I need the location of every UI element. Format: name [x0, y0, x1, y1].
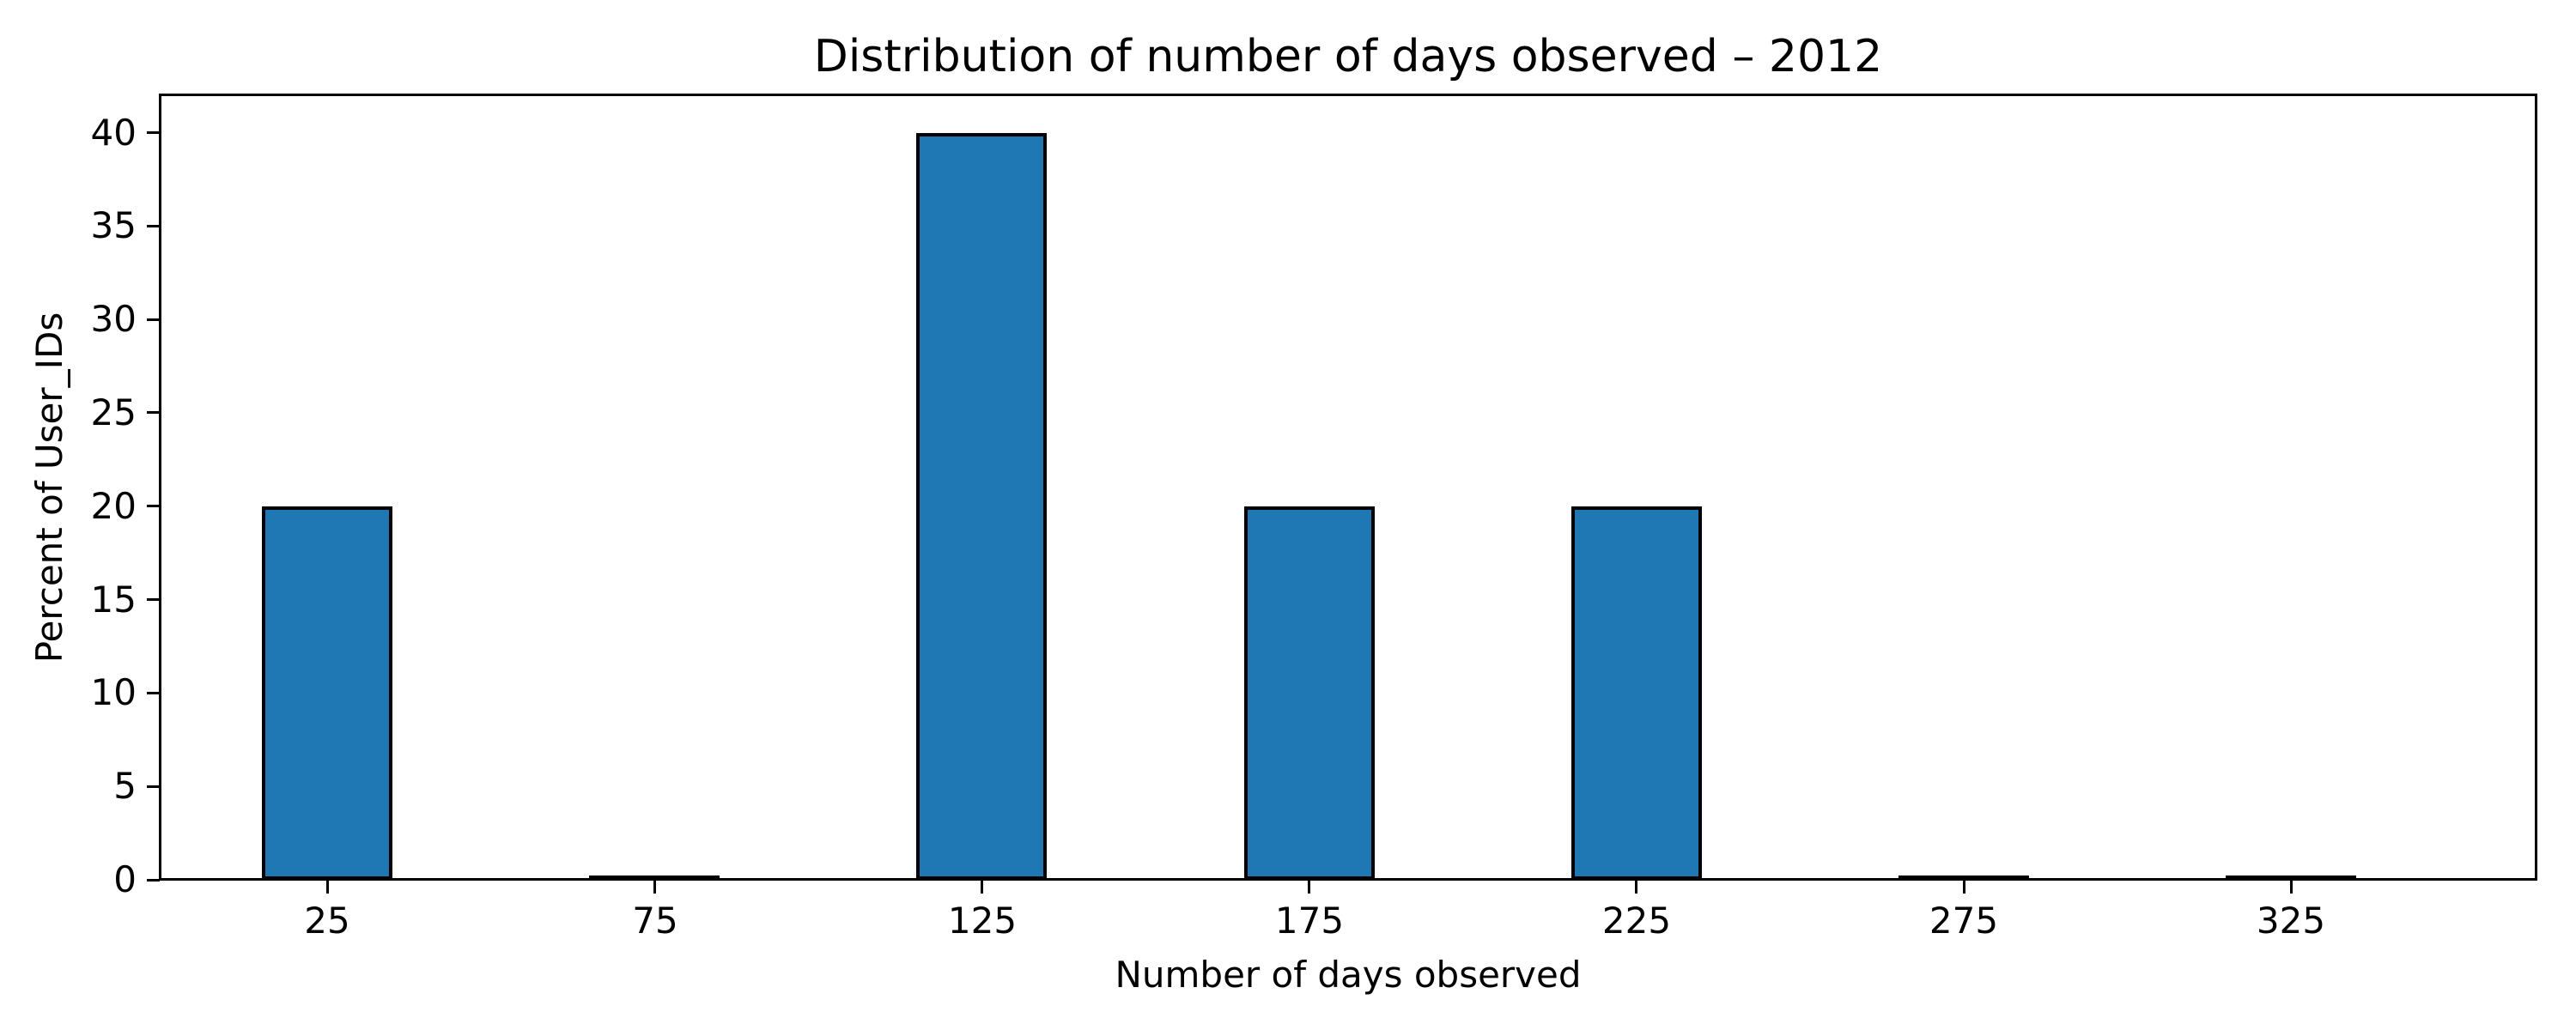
y-tick-label-5: 5 — [113, 765, 137, 807]
x-tick-label-275: 275 — [1929, 900, 1999, 942]
chart-title: Distribution of number of days observed … — [813, 31, 1883, 82]
y-tick-40 — [147, 131, 160, 134]
x-tick-225 — [1635, 881, 1637, 894]
x-tick-175 — [1308, 881, 1310, 894]
y-tick-15 — [147, 598, 160, 601]
y-tick-label-0: 0 — [113, 858, 137, 900]
y-tick-10 — [147, 692, 160, 694]
x-tick-label-325: 325 — [2256, 900, 2326, 942]
y-tick-label-25: 25 — [90, 391, 137, 433]
y-tick-label-15: 15 — [90, 579, 137, 621]
y-tick-25 — [147, 411, 160, 414]
y-tick-label-35: 35 — [90, 204, 137, 246]
bar-225 — [1571, 506, 1702, 880]
x-axis-label: Number of days observed — [1115, 954, 1582, 996]
y-tick-label-30: 30 — [90, 298, 137, 340]
x-tick-25 — [326, 881, 329, 894]
bar-325 — [2226, 876, 2356, 880]
x-tick-label-75: 75 — [632, 900, 678, 942]
bar-75 — [589, 876, 720, 880]
x-tick-label-125: 125 — [947, 900, 1018, 942]
y-tick-label-40: 40 — [90, 112, 137, 154]
y-tick-label-20: 20 — [90, 485, 137, 527]
bar-125 — [916, 133, 1047, 880]
x-tick-label-225: 225 — [1601, 900, 1672, 942]
x-tick-75 — [653, 881, 656, 894]
x-tick-275 — [1963, 881, 1965, 894]
y-axis-label: Percent of User_IDs — [28, 312, 70, 663]
x-tick-label-175: 175 — [1274, 900, 1345, 942]
bar-25 — [262, 506, 392, 880]
bar-275 — [1899, 876, 2029, 880]
bar-175 — [1244, 506, 1375, 880]
y-tick-0 — [147, 879, 160, 882]
x-tick-325 — [2290, 881, 2293, 894]
y-tick-35 — [147, 225, 160, 227]
y-tick-20 — [147, 505, 160, 507]
y-tick-5 — [147, 785, 160, 788]
x-tick-label-25: 25 — [304, 900, 350, 942]
y-tick-30 — [147, 318, 160, 321]
y-tick-label-10: 10 — [90, 671, 137, 713]
x-tick-125 — [981, 881, 983, 894]
